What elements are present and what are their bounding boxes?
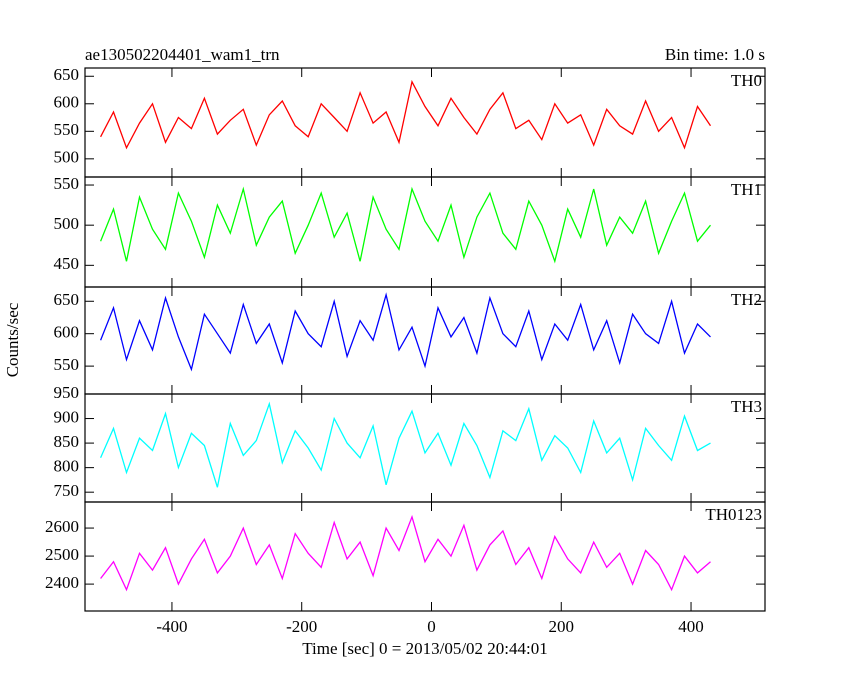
y-tick-label: 600: [54, 93, 80, 112]
y-tick-label: 800: [54, 457, 80, 476]
chart-title: ae130502204401_wam1_trn: [85, 45, 280, 64]
y-tick-label: 550: [54, 355, 80, 374]
y-tick-label: 2500: [45, 545, 79, 564]
x-tick-label: 400: [678, 617, 704, 636]
y-tick-label: 2400: [45, 573, 79, 592]
y-tick-label: 550: [54, 174, 80, 193]
panel-frame: [84, 393, 766, 503]
y-tick-label: 500: [54, 148, 80, 167]
y-tick-label: 450: [54, 254, 80, 273]
y-tick-label: 900: [54, 407, 80, 426]
y-tick-label: 750: [54, 481, 80, 500]
panel-label: TH2: [731, 290, 762, 309]
panel-label: TH3: [731, 397, 762, 416]
panel-label: TH0: [731, 71, 762, 90]
chart-subtitle: Bin time: 1.0 s: [665, 45, 765, 64]
series-line: [100, 514, 711, 592]
panel-frame: [84, 176, 766, 288]
x-axis-label: Time [sec] 0 = 2013/05/02 20:44:01: [302, 639, 548, 658]
series-line: [100, 79, 712, 150]
y-tick-label: 550: [54, 120, 80, 139]
panel-label: TH0123: [705, 505, 762, 524]
y-tick-label: 650: [54, 290, 80, 309]
y-tick-label: 2600: [45, 517, 79, 536]
series-line: [100, 401, 711, 488]
series-line: [99, 186, 712, 264]
panel-label: TH1: [731, 180, 762, 199]
y-tick-label: 500: [54, 214, 80, 233]
x-tick-label: 0: [427, 617, 436, 636]
y-axis-label: Counts/sec: [3, 302, 22, 377]
y-tick-label: 950: [54, 383, 80, 402]
y-tick-label: 650: [54, 65, 80, 84]
panel-frame: [84, 286, 766, 395]
y-tick-label: 600: [54, 323, 80, 342]
series-line: [99, 292, 711, 372]
panel-frame: [84, 67, 766, 178]
panel-frame: [84, 501, 766, 612]
x-tick-label: 200: [549, 617, 575, 636]
y-tick-label: 850: [54, 432, 80, 451]
x-tick-label: -400: [156, 617, 187, 636]
x-tick-label: -200: [286, 617, 317, 636]
